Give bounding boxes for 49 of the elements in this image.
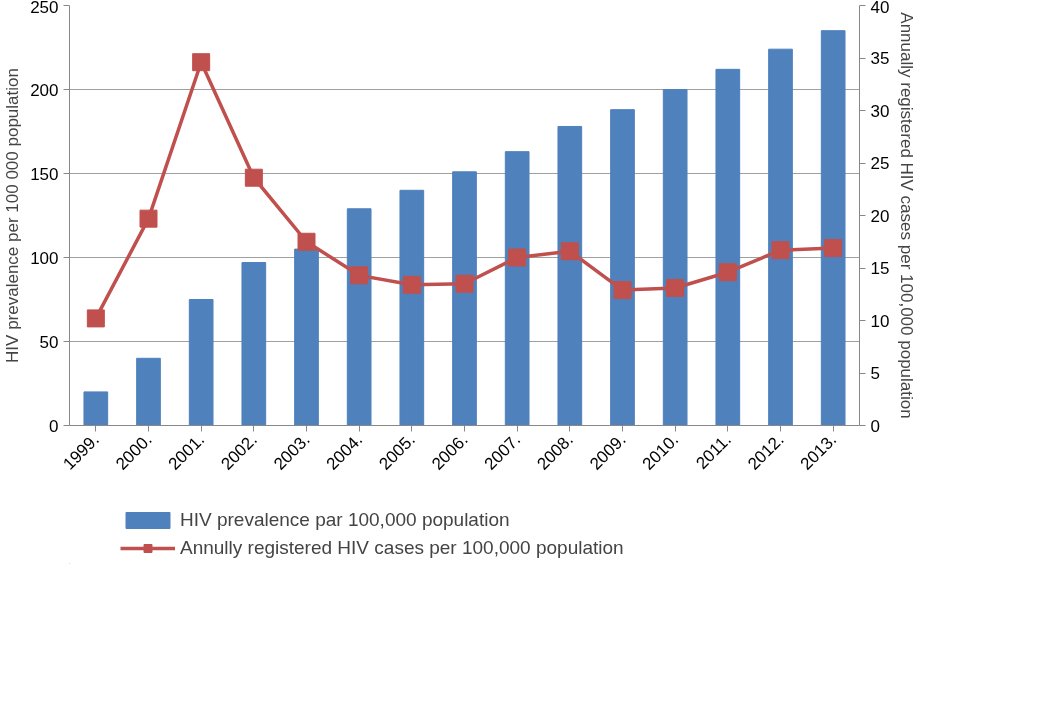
- point: [718, 263, 737, 282]
- y2-tick-label: 10: [870, 311, 890, 331]
- bar: [820, 30, 846, 426]
- bar: [346, 208, 372, 426]
- y2-tick-label: 25: [870, 154, 890, 173]
- bar: [662, 89, 688, 426]
- bar: [452, 171, 477, 426]
- point: [402, 275, 421, 294]
- bar: [136, 357, 161, 426]
- point: [613, 281, 632, 300]
- y2-tick-label: 20: [870, 206, 890, 226]
- legend-label: HIV prevalence par 100,000 population: [180, 509, 510, 531]
- point: [297, 232, 316, 251]
- point: [560, 242, 579, 261]
- legend-label: Annully registered HIV cases per 100,000 population: [180, 537, 624, 559]
- bar: [715, 68, 741, 426]
- y2-tick-label: 40: [870, 0, 890, 17]
- point: [139, 209, 158, 228]
- y2-tick-label: 30: [870, 101, 890, 121]
- bar: [504, 151, 530, 426]
- bar: [768, 48, 793, 426]
- bar: [241, 262, 267, 426]
- y-tick-label: 250: [30, 0, 59, 17]
- point: [244, 168, 263, 187]
- point: [824, 239, 843, 258]
- point: [771, 241, 790, 260]
- point: [666, 278, 685, 297]
- bar: [610, 109, 635, 426]
- y2-tick-label: 5: [870, 364, 880, 383]
- point: [86, 309, 105, 328]
- point: [508, 248, 527, 267]
- point: [350, 266, 369, 285]
- bar: [83, 391, 109, 426]
- y2-tick-label: 0: [870, 416, 880, 436]
- y-tick-label: 0: [49, 416, 59, 436]
- bar: [557, 125, 583, 426]
- y-tick-label: 50: [39, 332, 59, 352]
- y-tick-label: 150: [30, 164, 59, 184]
- y2-axis-title: Annually registered HIV cases per 100,000 population: [897, 12, 917, 419]
- bar: [188, 299, 214, 426]
- y-tick-label: 100: [30, 248, 59, 268]
- y2-tick-label: 35: [870, 49, 890, 68]
- y-tick-label: 200: [30, 80, 59, 100]
- point: [192, 53, 211, 72]
- y-axis-title: HIV prevalence per 100 000 population: [3, 68, 23, 363]
- y2-tick-label: 15: [870, 259, 890, 278]
- bar: [399, 189, 425, 426]
- bar: [294, 248, 319, 426]
- point: [455, 274, 474, 293]
